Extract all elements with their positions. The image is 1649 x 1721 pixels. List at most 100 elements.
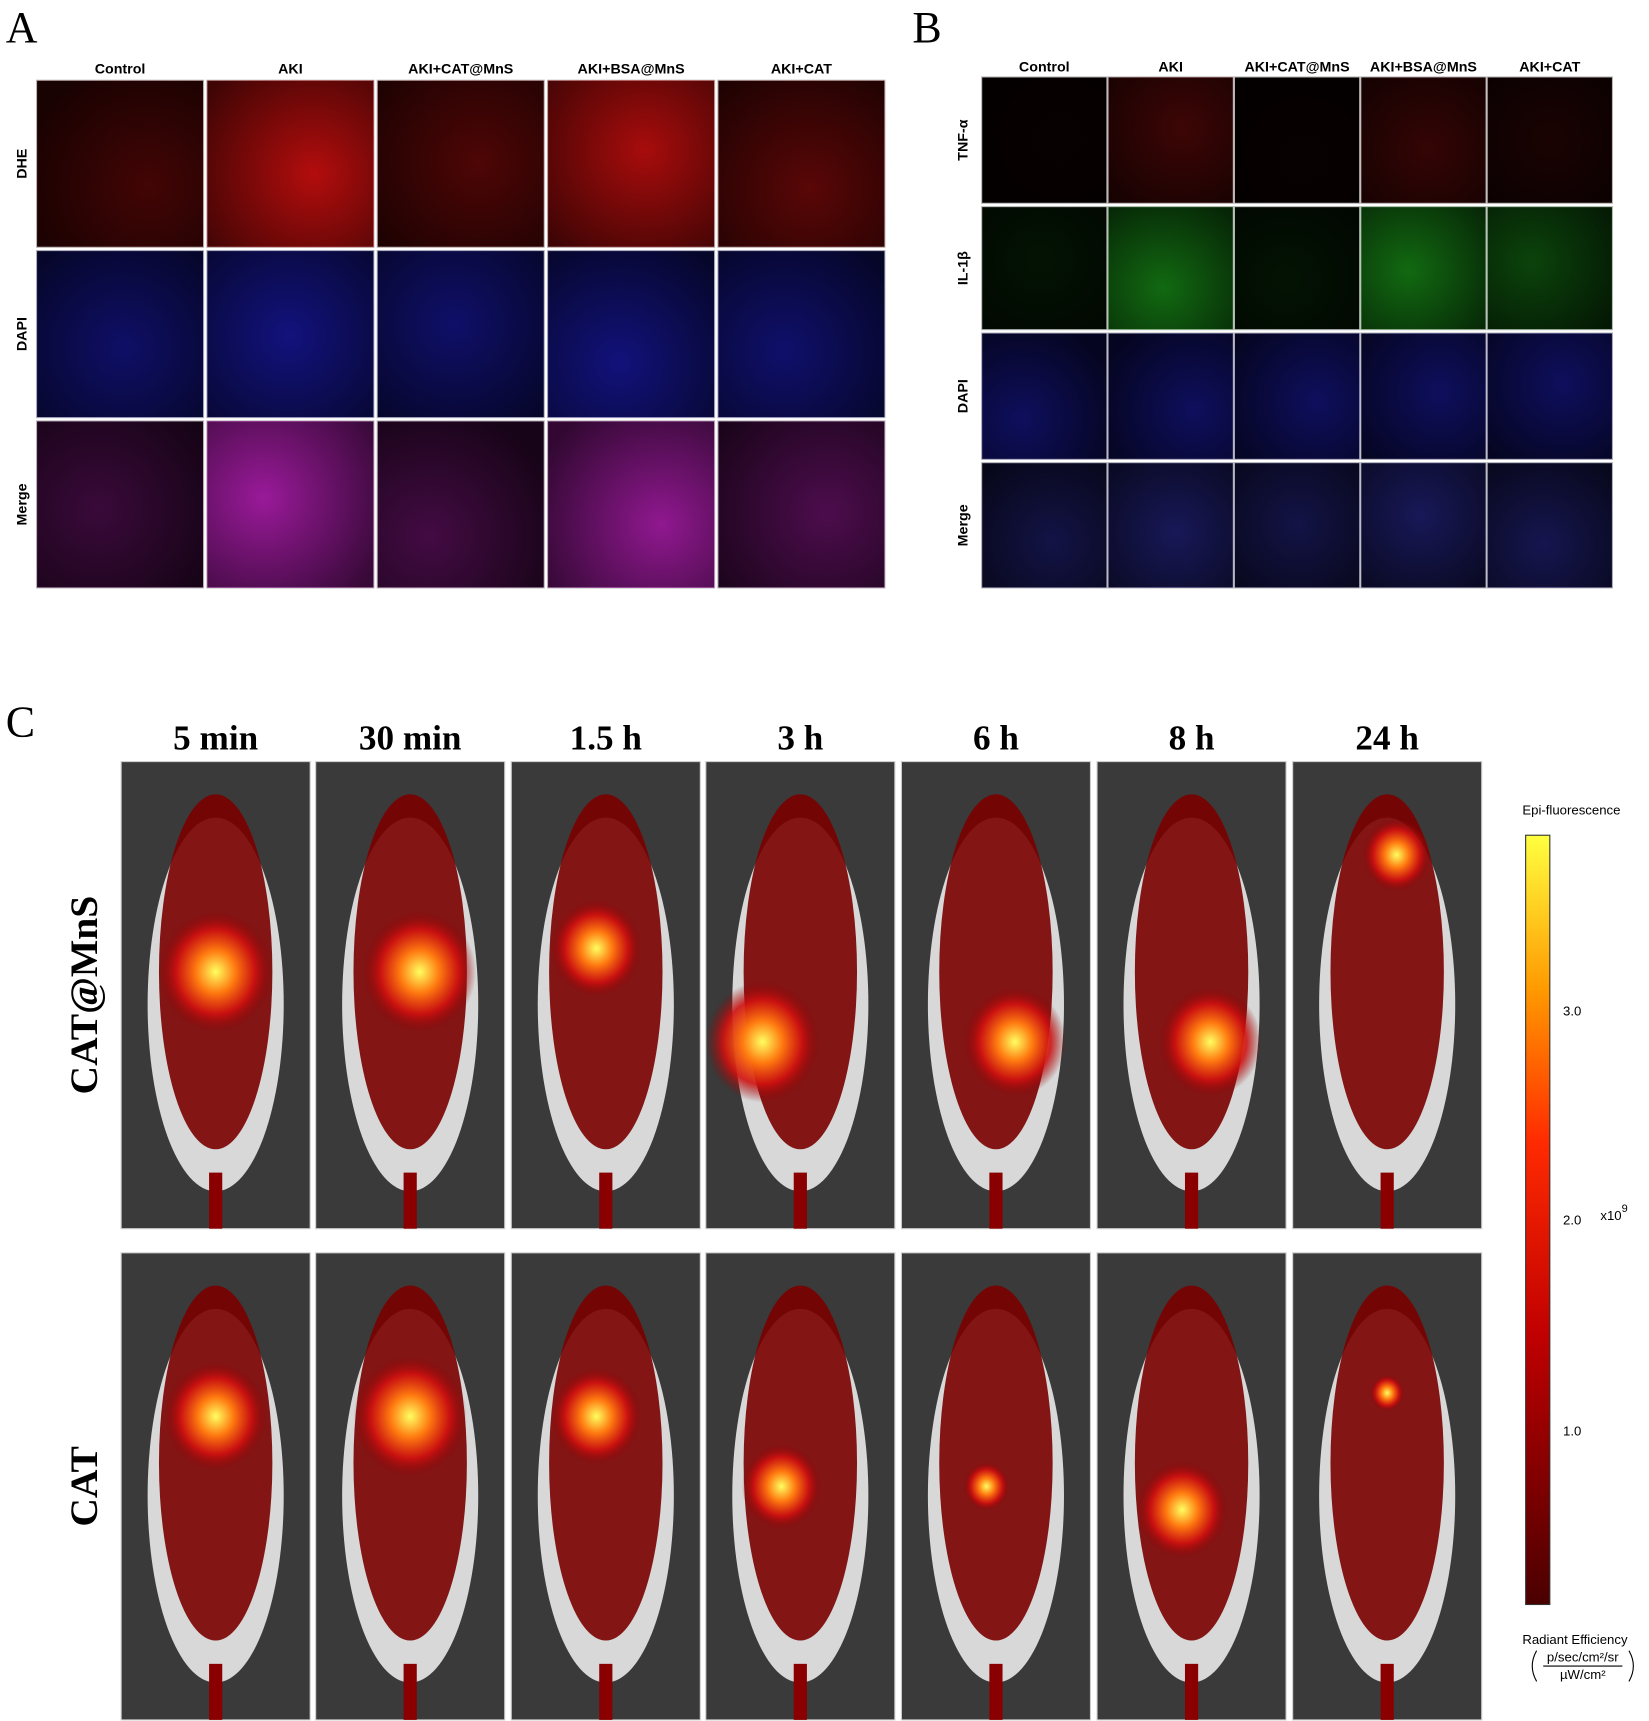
row-label: Merge: [955, 504, 971, 546]
row-label: Merge: [15, 483, 31, 525]
signal-hotspot: [1159, 987, 1262, 1097]
stain: [1487, 332, 1613, 460]
stain: [1108, 462, 1234, 588]
signal-hotspot: [164, 1361, 267, 1471]
mouse-tail: [989, 1172, 1003, 1229]
mouse-tail: [1380, 1172, 1394, 1229]
signal-hotspot: [353, 1355, 467, 1478]
mouse-tail: [1184, 1172, 1199, 1229]
stain: [981, 332, 1107, 460]
column-header: AKI+CAT: [1519, 59, 1580, 75]
column-header: AKI+BSA@MnS: [578, 62, 685, 78]
colorbar-tick: 1.0: [1563, 1423, 1581, 1438]
column-header: AKI+CAT: [771, 62, 832, 78]
stain: [377, 250, 545, 418]
signal-hotspot: [1136, 1461, 1228, 1559]
panel-label: B: [912, 3, 941, 52]
timepoint: 5 min: [173, 719, 258, 758]
signal-area: [1330, 1285, 1444, 1641]
stain: [206, 250, 374, 418]
stain: [1360, 76, 1487, 204]
mouse-tail: [403, 1663, 417, 1720]
colorbar-title: Epi-fluorescence: [1522, 802, 1620, 817]
signal-hotspot: [362, 911, 477, 1033]
mouse-tail: [209, 1172, 223, 1229]
stain: [717, 250, 885, 418]
stain: [1487, 76, 1613, 204]
row-label: DAPI: [955, 379, 971, 413]
column-header: Control: [1019, 59, 1070, 75]
colorbar-quantity: Radiant Efficiency: [1522, 1632, 1628, 1647]
parentheses: [1531, 1650, 1634, 1682]
mouse-tail: [793, 1172, 807, 1229]
stain: [206, 420, 374, 588]
stain: [1487, 206, 1613, 330]
signal-area: [939, 1285, 1053, 1641]
mouse-tail: [599, 1172, 613, 1229]
timepoint: 8 h: [1169, 719, 1215, 758]
mouse-tail: [989, 1663, 1003, 1720]
stain: [377, 80, 545, 248]
stain: [547, 80, 715, 248]
stain: [717, 80, 885, 248]
signal-hotspot: [963, 987, 1066, 1097]
signal-hotspot: [1362, 818, 1431, 892]
colorbar: [1525, 834, 1551, 1606]
stain: [1234, 206, 1360, 330]
panel-label: A: [6, 3, 38, 52]
row-label: IL-1β: [955, 251, 971, 285]
mouse-tail: [1380, 1663, 1394, 1720]
stain: [1108, 332, 1234, 460]
stain: [377, 420, 545, 588]
timepoint: 3 h: [777, 719, 823, 758]
stain: [1108, 206, 1234, 330]
timepoint: 6 h: [973, 719, 1019, 758]
stain: [36, 80, 204, 248]
row-label: TNF-α: [955, 119, 971, 160]
stain: [547, 250, 715, 418]
stain: [1360, 206, 1487, 330]
signal-area: [1134, 794, 1249, 1150]
stain: [981, 206, 1107, 330]
stain: [981, 462, 1107, 588]
stain: [547, 420, 715, 588]
timepoint: 24 h: [1355, 719, 1419, 758]
stain: [1234, 76, 1360, 204]
row-label: CAT: [62, 1446, 106, 1527]
signal-hotspot: [550, 1367, 642, 1465]
row-label: DHE: [15, 149, 31, 179]
colorbar-tick: 2.0: [1563, 1212, 1581, 1227]
panel-label: C: [6, 697, 35, 746]
stain: [36, 420, 204, 588]
signal-hotspot: [963, 1462, 1010, 1511]
units-denominator: µW/cm²: [1560, 1667, 1606, 1682]
row-label: DAPI: [15, 317, 31, 351]
column-header: AKI+CAT@MnS: [1244, 59, 1349, 75]
stain: [206, 80, 374, 248]
colorbar-multiplier: x109: [1600, 1203, 1627, 1223]
units-numerator: p/sec/cm²/sr: [1547, 1650, 1619, 1665]
stain: [981, 76, 1107, 204]
column-header: AKI: [278, 62, 303, 78]
mouse-tail: [599, 1663, 613, 1720]
stain: [36, 250, 204, 418]
timepoint: 30 min: [359, 719, 462, 758]
stain: [1234, 332, 1360, 460]
stain: [1487, 462, 1613, 588]
signal-hotspot: [741, 1443, 822, 1529]
signal-hotspot: [158, 911, 273, 1033]
signal-hotspot: [1370, 1374, 1405, 1412]
mouse-tail: [403, 1172, 417, 1229]
stain: [1360, 332, 1487, 460]
stain: [1108, 76, 1234, 204]
column-header: AKI+BSA@MnS: [1370, 59, 1477, 75]
mouse-tail: [793, 1663, 807, 1720]
signal-hotspot: [550, 899, 642, 997]
stain: [1360, 462, 1487, 588]
stain: [717, 420, 885, 588]
timepoint: 1.5 h: [570, 719, 643, 758]
row-label: CAT@MnS: [62, 896, 106, 1095]
signal-hotspot: [705, 981, 820, 1103]
column-header: AKI+CAT@MnS: [408, 62, 513, 78]
